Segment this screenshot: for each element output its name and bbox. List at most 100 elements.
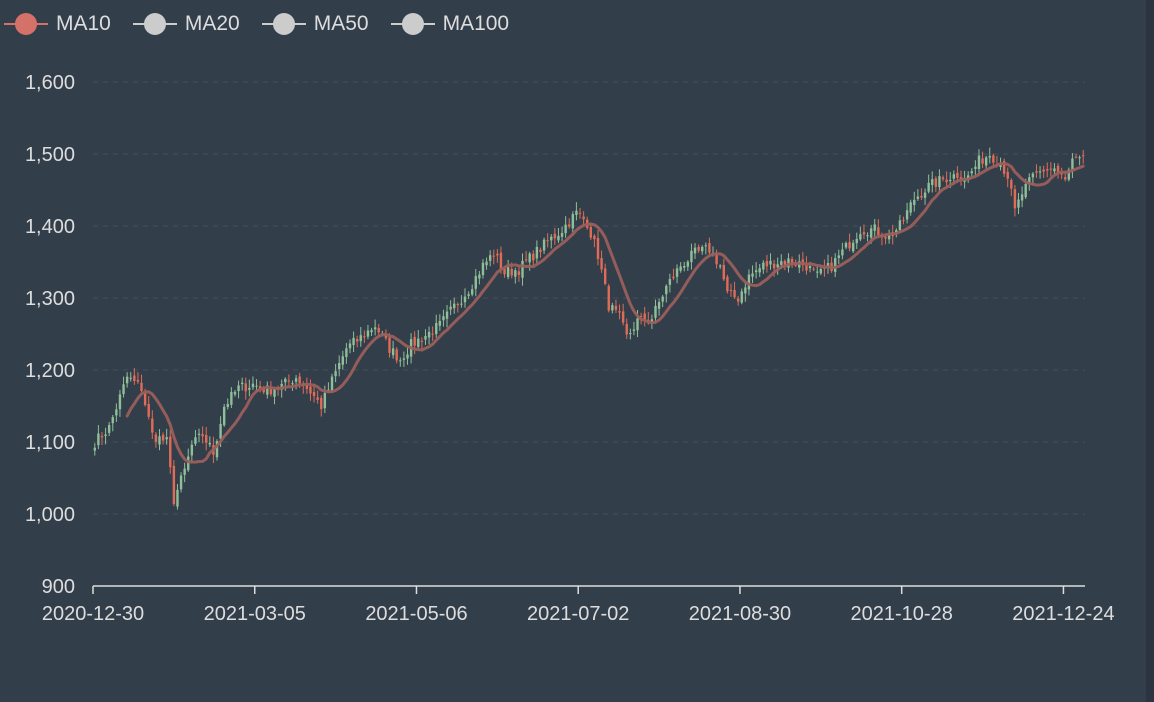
candle-body [970, 171, 973, 174]
candle [913, 191, 916, 212]
candle-body [657, 302, 661, 309]
candle [837, 249, 840, 265]
candle [287, 374, 291, 386]
candle [118, 389, 122, 417]
candle [1049, 162, 1053, 177]
candle [812, 266, 815, 272]
candle [248, 379, 251, 397]
candle-body [722, 264, 725, 280]
candle-body [603, 268, 607, 284]
candle-body [600, 258, 603, 270]
candle-body [808, 266, 812, 269]
candle-body [747, 274, 751, 290]
candle [442, 309, 445, 327]
candle-body [481, 262, 485, 276]
candle-body [805, 263, 808, 271]
candle [1078, 155, 1081, 166]
legend-marker-ma50-icon [261, 10, 306, 38]
candle-body [1064, 177, 1067, 180]
candle-body [1060, 173, 1063, 175]
candle-body [323, 392, 327, 409]
candle [733, 281, 736, 299]
candle-body [553, 233, 557, 239]
candle [765, 254, 769, 273]
candle [801, 251, 805, 272]
candle-body [355, 339, 359, 342]
candle-body [614, 305, 618, 310]
candle-body [427, 331, 431, 338]
candle-body [284, 378, 287, 383]
candle-body [136, 379, 140, 382]
candle-body [97, 433, 100, 446]
candle [1002, 158, 1006, 177]
candle-body [273, 389, 276, 397]
candle [366, 324, 370, 340]
candle-body [629, 333, 632, 335]
candle-body [1031, 173, 1035, 178]
candle [593, 234, 596, 248]
candle [359, 327, 362, 347]
candle-body [920, 195, 923, 198]
legend-item-ma10[interactable]: MA10 [4, 10, 111, 38]
candle-body [244, 383, 247, 392]
candle [424, 329, 427, 345]
candle [758, 264, 761, 277]
candle [352, 331, 355, 352]
y-tick-label: 1,300 [25, 288, 75, 310]
candle [154, 432, 158, 448]
candle [769, 253, 772, 270]
candle [528, 251, 531, 271]
candle [643, 306, 646, 327]
candle-body [312, 392, 316, 397]
candle-body [115, 409, 118, 416]
candle-body [841, 249, 844, 256]
candle-body [718, 265, 722, 267]
y-tick-label: 1,100 [25, 432, 75, 454]
chart-legend: MA10 MA20 MA50 MA100 [4, 8, 531, 40]
candle-body [625, 323, 628, 335]
candle [481, 259, 485, 279]
candle-body [765, 260, 769, 267]
candle-body [984, 157, 988, 166]
candle [111, 414, 114, 432]
candle [776, 257, 779, 275]
legend-item-ma20[interactable]: MA20 [132, 10, 240, 38]
candle [898, 214, 902, 233]
candle-body [388, 337, 391, 353]
x-tick-label: 2021-05-06 [365, 603, 467, 625]
candle-body [377, 327, 380, 333]
legend-item-ma50[interactable]: MA50 [261, 10, 369, 38]
candle [611, 302, 614, 314]
candle [478, 270, 481, 285]
candle-body [424, 335, 427, 340]
candle [762, 260, 765, 274]
candle [1006, 167, 1009, 188]
candle-body [237, 385, 240, 392]
candle-body [467, 294, 470, 296]
candle-body [470, 289, 474, 295]
candle [133, 368, 136, 385]
candle [169, 429, 172, 474]
candle-body [898, 220, 902, 231]
candle-body [194, 437, 197, 444]
candle-body [316, 397, 319, 400]
candle-body [1042, 169, 1045, 172]
candle-body [665, 285, 668, 295]
candle [683, 261, 686, 272]
candle-body [974, 166, 977, 169]
legend-item-ma100[interactable]: MA100 [390, 10, 509, 38]
candle-body [341, 356, 344, 365]
candle-body [862, 232, 866, 235]
candle-body [1010, 179, 1013, 189]
candle-body [539, 249, 542, 252]
candle-body [834, 258, 837, 272]
candle-body [413, 336, 416, 346]
candle-body [169, 436, 172, 468]
candle-body [363, 336, 366, 338]
candle-body [309, 386, 312, 394]
candle-body [542, 239, 546, 251]
candle-body [686, 261, 690, 267]
candle-body [744, 287, 747, 294]
candle-body [431, 333, 434, 335]
